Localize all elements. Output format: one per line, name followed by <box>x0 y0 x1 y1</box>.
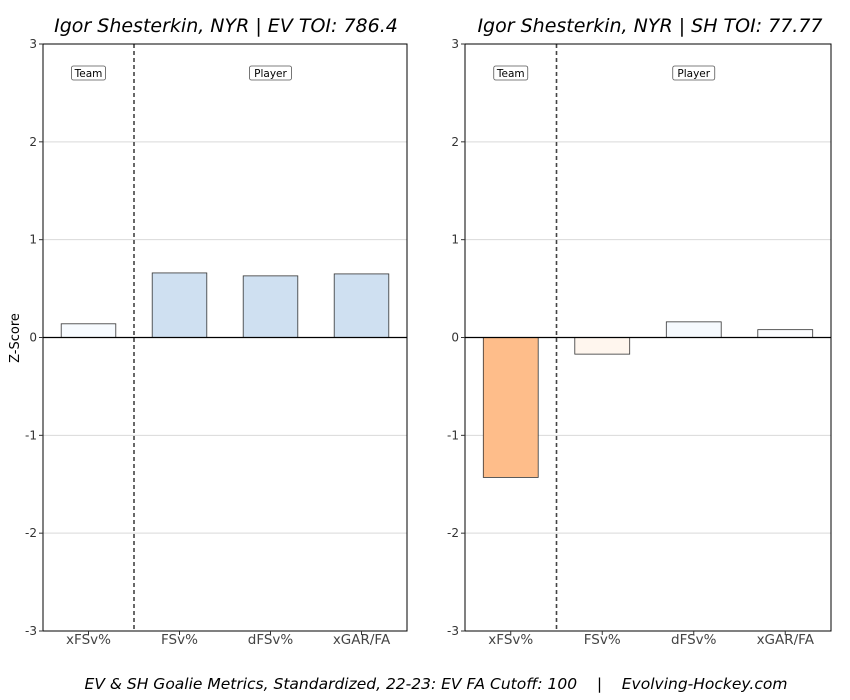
y-tick-label: 1 <box>29 233 37 247</box>
y-tick-label: 3 <box>29 37 37 51</box>
group-label-box <box>71 65 106 81</box>
chart-title: Igor Shesterkin, NYR | SH TOI: 77.77 <box>477 15 822 37</box>
x-tick-label: xGAR/FA <box>333 632 391 648</box>
sh-panel: -3 -2 -1 0 1 2 3 xFSv% FSv% dFSv% xGAR/FA Team Playe… <box>447 15 832 648</box>
bar-xgar-fa <box>333 273 390 338</box>
group-label: Team <box>496 68 525 80</box>
y-tick-label: 2 <box>29 135 37 149</box>
bar-dfsv- <box>242 275 299 338</box>
x-tick-label: dFSv% <box>671 632 717 648</box>
group-label: Player <box>254 68 287 80</box>
group-label-box <box>493 65 529 81</box>
y-tick-label: -2 <box>25 526 37 540</box>
y-tick-label: 0 <box>29 331 37 345</box>
group-label-box <box>249 65 292 81</box>
bar-xgar-fa <box>757 329 814 338</box>
y-tick-label: 1 <box>451 233 459 247</box>
y-tick-label: -2 <box>447 526 459 540</box>
y-axis-label: Z-Score <box>8 313 23 363</box>
y-tick-label: -1 <box>25 428 37 442</box>
group-label: Player <box>677 68 710 80</box>
bar-fsv- <box>574 337 631 355</box>
group-label: Team <box>74 68 103 80</box>
y-tick-label: 3 <box>451 37 459 51</box>
x-tick-label: xFSv% <box>66 632 111 648</box>
x-tick-label: xGAR/FA <box>757 632 815 648</box>
bar-xfsv- <box>482 337 539 478</box>
y-tick-label: -1 <box>447 428 459 442</box>
y-tick-label: 0 <box>451 331 459 345</box>
x-tick-label: xFSv% <box>488 632 533 648</box>
bar-dfsv- <box>665 321 722 338</box>
chart-title: Igor Shesterkin, NYR | EV TOI: 786.4 <box>54 15 398 37</box>
chart-caption: EV & SH Goalie Metrics, Standardized, 22… <box>85 675 788 693</box>
ev-panel: -3 -2 -1 0 1 2 3 xFSv% FSv% dFSv% xGAR/FA Team Playe… <box>25 15 408 648</box>
y-tick-label: 2 <box>451 135 459 149</box>
x-tick-label: dFSv% <box>248 632 294 648</box>
y-tick-label: -3 <box>447 624 459 638</box>
bar-xfsv- <box>60 323 117 338</box>
x-tick-label: FSv% <box>584 632 621 648</box>
bar-fsv- <box>151 272 208 338</box>
y-tick-label: -3 <box>25 624 37 638</box>
group-label-box <box>672 65 716 81</box>
x-tick-label: FSv% <box>161 632 198 648</box>
